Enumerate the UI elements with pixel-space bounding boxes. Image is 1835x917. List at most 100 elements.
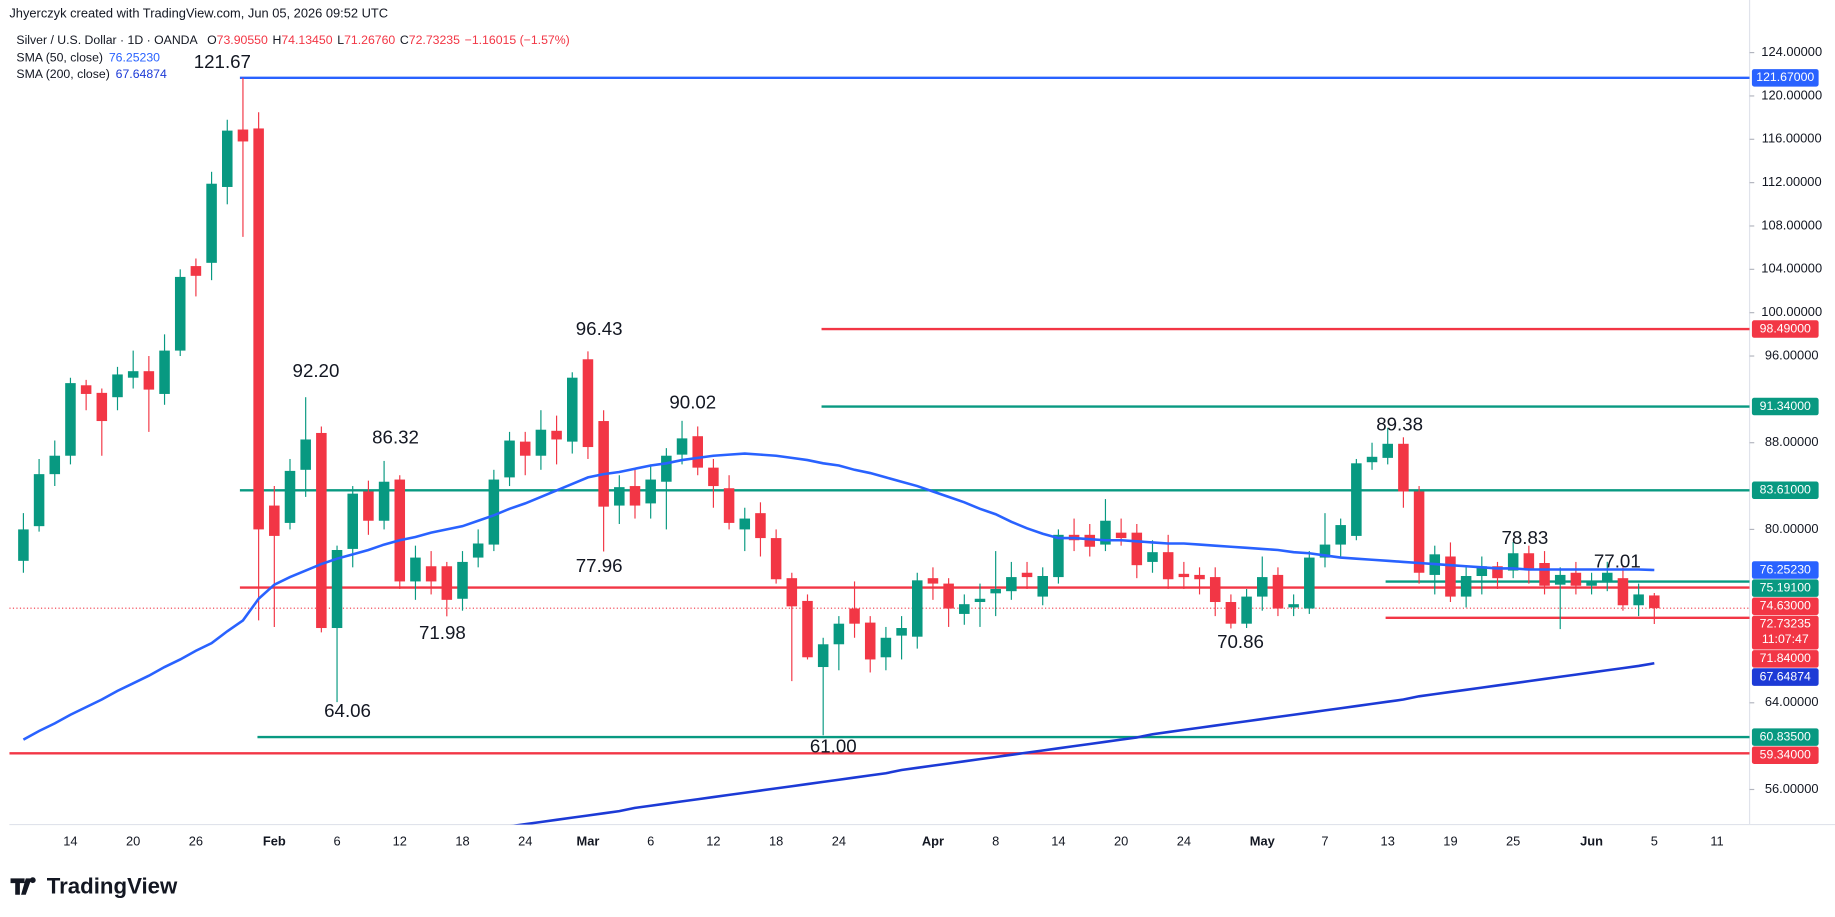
x-tick-label: May	[1250, 834, 1276, 849]
candle-body	[943, 583, 954, 609]
indicator-value: 67.64874	[116, 67, 167, 81]
x-tick-label: 6	[647, 834, 654, 849]
candle-body	[159, 350, 170, 394]
x-tick-label: 18	[769, 834, 783, 849]
candle-body	[990, 589, 1001, 594]
candle-body	[1445, 556, 1456, 597]
candle-body	[676, 438, 688, 455]
x-tick-label: 24	[1177, 834, 1191, 849]
price-tag-label: 60.83500	[1760, 729, 1811, 743]
x-tick-label: 14	[63, 834, 77, 849]
price-tag	[1751, 650, 1819, 668]
candle-body	[1256, 577, 1268, 597]
price-tag	[1751, 728, 1819, 746]
candle-body	[1398, 443, 1409, 492]
price-tag-label: 72.73235	[1760, 617, 1811, 631]
candle-body	[1147, 552, 1158, 562]
candle-body	[331, 549, 343, 629]
indicator-value: 76.25230	[109, 51, 160, 65]
y-tick-label: 100.00000	[1761, 304, 1822, 319]
candle-body	[1633, 594, 1644, 606]
candle-body	[269, 505, 280, 536]
price-tag-label: 91.34000	[1760, 399, 1811, 413]
candle-body	[1492, 566, 1503, 579]
candle-body	[1570, 572, 1582, 586]
indicator-name: SMA (200, close)	[16, 67, 109, 81]
candle-body	[849, 608, 860, 624]
x-tick-label: 7	[1321, 834, 1328, 849]
candle-body	[614, 487, 625, 506]
candle-body	[927, 578, 939, 584]
candle-body	[96, 392, 108, 422]
candle-body	[1319, 544, 1331, 558]
candle-body	[1006, 577, 1017, 592]
candle-body	[237, 129, 249, 142]
candle-body	[786, 578, 798, 607]
candle-body	[18, 529, 29, 561]
candle-body	[1507, 553, 1519, 571]
candle-body	[1209, 577, 1221, 603]
candle-body	[425, 566, 437, 582]
candle-body	[457, 561, 468, 599]
x-tick-label: 24	[518, 834, 532, 849]
symbol-header: Silver / U.S. Dollar · 1D · OANDA O73.905…	[16, 33, 569, 47]
x-tick-label: 8	[992, 834, 999, 849]
price-tag	[1751, 561, 1819, 579]
candle-body	[864, 622, 876, 660]
candle-body	[347, 493, 358, 549]
ohlc-key: H	[273, 33, 282, 47]
indicator-header: SMA (50, close) 76.25230	[16, 51, 160, 65]
candle-body	[802, 600, 813, 658]
y-tick-label: 64.00000	[1765, 694, 1819, 709]
candle-body	[1586, 581, 1597, 586]
candle-body	[708, 467, 719, 487]
candle-body	[598, 421, 609, 507]
price-tag	[1751, 320, 1819, 338]
candle-body	[1115, 532, 1127, 539]
candle-body	[551, 430, 562, 440]
candle-body	[1272, 574, 1284, 609]
candle-body	[1351, 463, 1362, 536]
candle-body	[1084, 534, 1096, 547]
price-tag	[1751, 69, 1819, 87]
price-tag	[1751, 746, 1819, 764]
candle-body	[1225, 602, 1237, 624]
candle-body	[1131, 532, 1143, 566]
candle-body	[488, 479, 500, 545]
indicator-header: SMA (200, close) 67.64874	[16, 67, 167, 81]
price-annotation: 92.20	[293, 360, 340, 381]
x-tick-label: 20	[1114, 834, 1128, 849]
price-tag-label: 121.67000	[1756, 70, 1814, 84]
price-tag-label: 11:07:47	[1762, 632, 1809, 646]
candle-body	[316, 432, 327, 629]
candle-body	[1194, 574, 1205, 580]
candle-body	[567, 377, 578, 442]
x-tick-label: Jun	[1580, 834, 1603, 849]
price-tag	[1751, 668, 1819, 686]
candle-body	[833, 623, 845, 645]
price-tag-label: 98.49000	[1760, 321, 1811, 335]
price-annotation: 78.83	[1501, 527, 1548, 548]
x-tick-label: 19	[1443, 834, 1457, 849]
y-tick-label: 120.00000	[1761, 87, 1822, 102]
price-tag-label: 74.63000	[1760, 599, 1811, 613]
x-tick-label: 12	[706, 834, 720, 849]
ohlc-key: O	[207, 33, 217, 47]
brand-logo: TradingView	[10, 874, 178, 899]
price-tag	[1751, 397, 1819, 416]
candle-body	[1037, 576, 1048, 597]
candle-body	[378, 481, 390, 521]
candle-body	[519, 441, 531, 456]
candle-body	[1523, 553, 1535, 569]
candle-body	[1053, 534, 1064, 578]
candle-body	[1476, 566, 1488, 577]
candle-body	[1460, 576, 1472, 597]
candle-body	[65, 383, 76, 456]
price-annotation: 70.86	[1217, 631, 1264, 652]
candle-body	[472, 543, 484, 558]
candle-body	[911, 580, 923, 637]
x-tick-label: 25	[1506, 834, 1520, 849]
candle-body	[127, 371, 139, 378]
